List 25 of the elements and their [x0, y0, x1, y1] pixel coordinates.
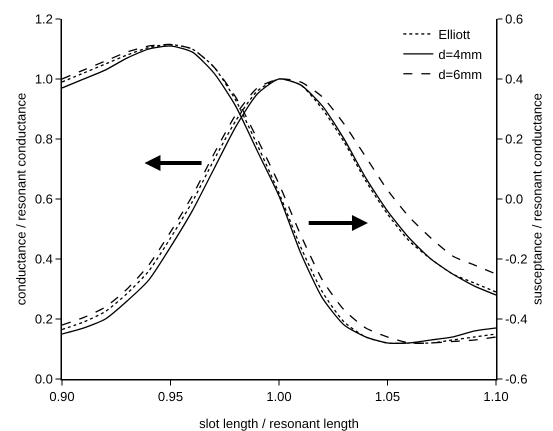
y2-tick-label: 0.6: [505, 12, 524, 27]
y-tick-label: 0.2: [34, 312, 53, 327]
y2-tick-label: 0.2: [505, 132, 524, 147]
x-tick-label: 1.05: [374, 389, 400, 404]
legend-label: d=6mm: [438, 66, 482, 82]
y2-axis-title: susceptance / resonant conductance: [530, 93, 545, 305]
x-tick-label: 1.10: [483, 389, 509, 404]
legend-label: d=4mm: [438, 46, 482, 62]
x-tick-label: 0.90: [49, 389, 75, 404]
y2-tick-label: 0.4: [505, 72, 524, 87]
y2-tick-label: -0.6: [505, 372, 528, 387]
y-tick-label: 0.4: [34, 252, 53, 267]
x-tick-label: 0.95: [158, 389, 184, 404]
y-tick-label: 0.0: [34, 372, 53, 387]
x-axis-title: slot length / resonant length: [199, 416, 359, 431]
y2-tick-label: -0.4: [505, 312, 528, 327]
y-tick-label: 1.2: [34, 12, 53, 27]
y2-tick-label: -0.2: [505, 252, 528, 267]
y-tick-label: 1.0: [34, 72, 53, 87]
y2-tick-label: 0.0: [505, 192, 524, 207]
y-tick-label: 0.6: [34, 192, 53, 207]
y-axis-title: conductance / resonant conductance: [14, 92, 28, 306]
y-tick-label: 0.8: [34, 132, 53, 147]
legend-label: Elliott: [438, 27, 470, 42]
x-tick-label: 1.00: [266, 389, 292, 404]
